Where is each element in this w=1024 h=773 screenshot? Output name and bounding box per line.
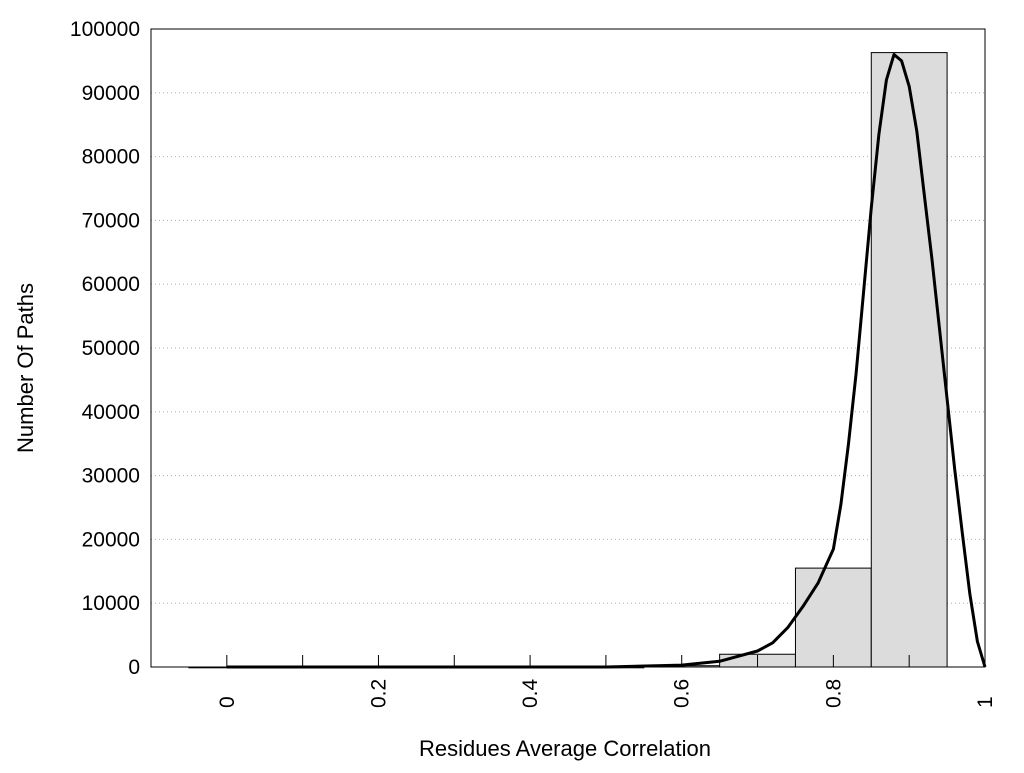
x-tick-label: 1	[974, 696, 997, 708]
x-tick-label: 0.8	[822, 679, 845, 708]
y-tick-label: 80000	[82, 146, 140, 169]
y-tick-label: 30000	[82, 465, 140, 488]
histogram-bars	[188, 52, 948, 669]
y-tick-label: 100000	[70, 18, 140, 41]
fit-curve	[226, 53, 987, 669]
histogram-bar	[870, 52, 948, 668]
fit-curve-layer	[226, 53, 987, 669]
y-tick-label: 60000	[82, 273, 140, 296]
x-tick-label: 0.6	[671, 679, 694, 708]
y-tick-label: 40000	[82, 401, 140, 424]
y-tick-label: 10000	[82, 592, 140, 615]
plot-frame	[150, 28, 986, 668]
histogram-bar	[794, 567, 872, 668]
y-axis-title: Number Of Paths	[13, 283, 38, 453]
x-tick-label: 0	[216, 696, 239, 708]
y-tick-label: 90000	[82, 82, 140, 105]
gridlines	[151, 92, 985, 604]
y-tick-label: 0	[128, 656, 140, 679]
x-tick-label: 0.4	[519, 678, 542, 708]
y-tick-label: 50000	[82, 337, 140, 360]
y-tick-label: 20000	[82, 528, 140, 551]
x-tick-label: 0.2	[367, 679, 390, 708]
x-axis-title: Residues Average Correlation	[419, 736, 711, 761]
y-axis-ticks: 0 10000 20000 30000 40000 50000 60000 70000 8000…	[70, 18, 140, 679]
x-axis-ticks: 0 0.2 0.4 0.6 0.8 1	[216, 655, 997, 708]
y-tick-label: 70000	[82, 209, 140, 232]
